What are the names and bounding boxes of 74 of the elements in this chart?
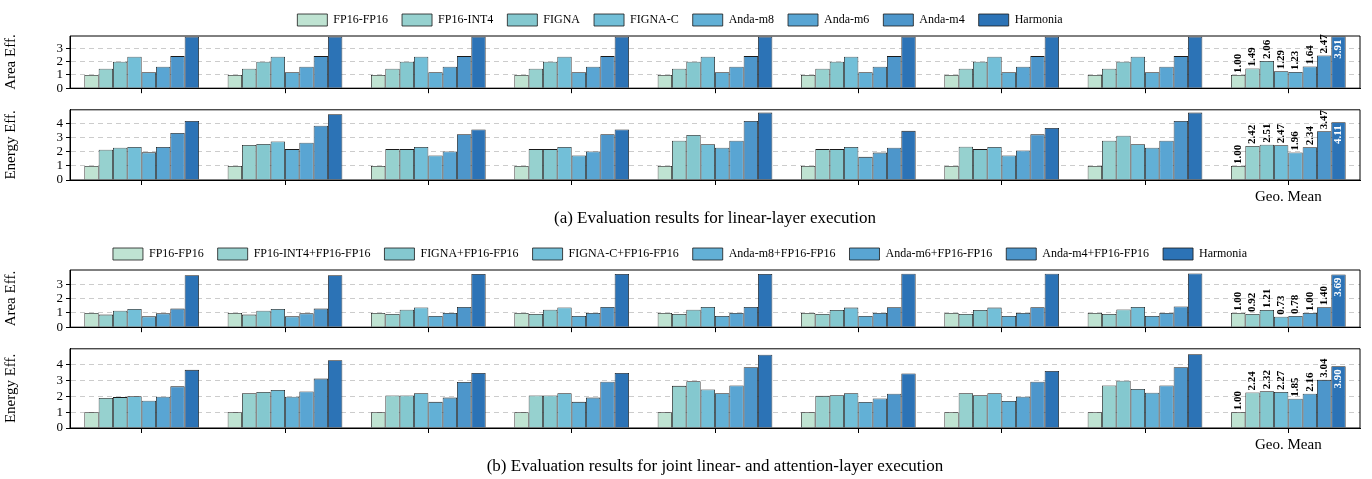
text: (b) Evaluation results for joint linear- and attention-layer execution [486, 455, 944, 475]
legend-label: FP16-INT4+FP16-FP16 [253, 246, 371, 261]
data-label: 3.47 [1317, 109, 1330, 130]
data-label: 1.00 [1231, 291, 1244, 311]
y-tick-label: 3 [56, 39, 63, 55]
data-label: 2.47 [1274, 123, 1287, 144]
y-tick-label: 0 [56, 318, 63, 334]
legend-label: FIGNA+FP16-FP16 [420, 246, 519, 261]
data-label: 1.29 [1274, 49, 1287, 70]
data-label: 4.11 [1331, 125, 1344, 144]
y-tick-label: 2 [56, 290, 63, 306]
data-label: 2.51 [1259, 123, 1272, 143]
data-label: 1.49 [1245, 46, 1258, 67]
legend-label: Anda-m4+FP16-FP16 [1042, 246, 1150, 261]
data-label: 3.90 [1331, 368, 1344, 389]
data-label: 3.69 [1331, 276, 1344, 297]
legend-label: Anda-m8+FP16-FP16 [728, 246, 836, 261]
data-label: 2.32 [1259, 369, 1272, 390]
data-label: 2.06 [1259, 39, 1272, 59]
data-label: 1.96 [1288, 130, 1301, 151]
y-tick-label: 1 [56, 157, 63, 173]
legend-label: Anda-m8 [728, 12, 775, 27]
text: (a) Evaluation results for linear-layer execution [553, 207, 877, 227]
legend-label: FIGNA-C+FP16-FP16 [568, 246, 679, 261]
y-tick-label: 2 [56, 143, 63, 159]
y-axis-title: Energy Eff. [1, 110, 18, 180]
y-axis-title: Area Eff. [1, 270, 18, 327]
data-label: 2.24 [1245, 370, 1258, 391]
legend-label: Harmonia [1199, 246, 1248, 261]
y-axis-title: Energy Eff. [1, 353, 18, 424]
y-tick-label: 1 [56, 403, 63, 419]
legend-label: FP16-FP16 [148, 246, 204, 261]
data-label: 2.27 [1274, 370, 1287, 391]
data-label: 2.16 [1302, 372, 1315, 392]
data-label: 2.34 [1302, 125, 1315, 146]
data-label: 0.73 [1274, 295, 1287, 315]
y-tick-label: 3 [56, 129, 63, 145]
data-label: 1.40 [1317, 285, 1330, 306]
data-label: 3.91 [1331, 39, 1344, 59]
x-tick-label: Geo. Mean [1255, 187, 1323, 204]
data-label: 1.00 [1302, 291, 1315, 311]
legend-label: FP16-FP16 [333, 12, 389, 27]
y-tick-label: 1 [56, 304, 63, 320]
data-label: 1.23 [1288, 50, 1301, 70]
legend-label: Anda-m4 [919, 12, 965, 27]
data-label: 1.00 [1231, 144, 1244, 164]
data-label: 1.85 [1288, 376, 1301, 397]
data-label: 2.47 [1317, 33, 1330, 54]
y-tick-label: 4 [56, 356, 64, 372]
legend-label: FIGNA-C [630, 12, 679, 27]
data-label: 1.00 [1231, 390, 1244, 411]
legend-label: FIGNA [543, 12, 581, 27]
data-label: 0.78 [1288, 294, 1301, 315]
data-label: 1.64 [1302, 44, 1315, 65]
y-tick-label: 3 [56, 371, 63, 387]
legend-label: Anda-m6 [824, 12, 870, 27]
y-tick-label: 4 [56, 115, 64, 131]
y-tick-label: 0 [56, 419, 63, 435]
data-label: 0.92 [1245, 292, 1258, 313]
data-label: 1.00 [1231, 53, 1244, 73]
y-tick-label: 1 [56, 66, 63, 82]
legend-label: Anda-m6+FP16-FP16 [885, 246, 993, 261]
x-tick-label: Geo. Mean [1255, 435, 1323, 452]
y-tick-label: 3 [56, 275, 63, 291]
legend-label: Harmonia [1014, 12, 1064, 27]
y-axis-title: Area Eff. [1, 34, 18, 90]
data-label: 1.21 [1259, 288, 1272, 308]
y-tick-label: 0 [56, 79, 63, 95]
data-label: 3.04 [1317, 358, 1330, 378]
y-tick-label: 2 [56, 387, 63, 403]
y-tick-label: 2 [56, 53, 63, 69]
legend-label: FP16-INT4 [438, 12, 494, 27]
y-tick-label: 0 [56, 171, 63, 187]
data-label: 2.42 [1245, 124, 1258, 145]
